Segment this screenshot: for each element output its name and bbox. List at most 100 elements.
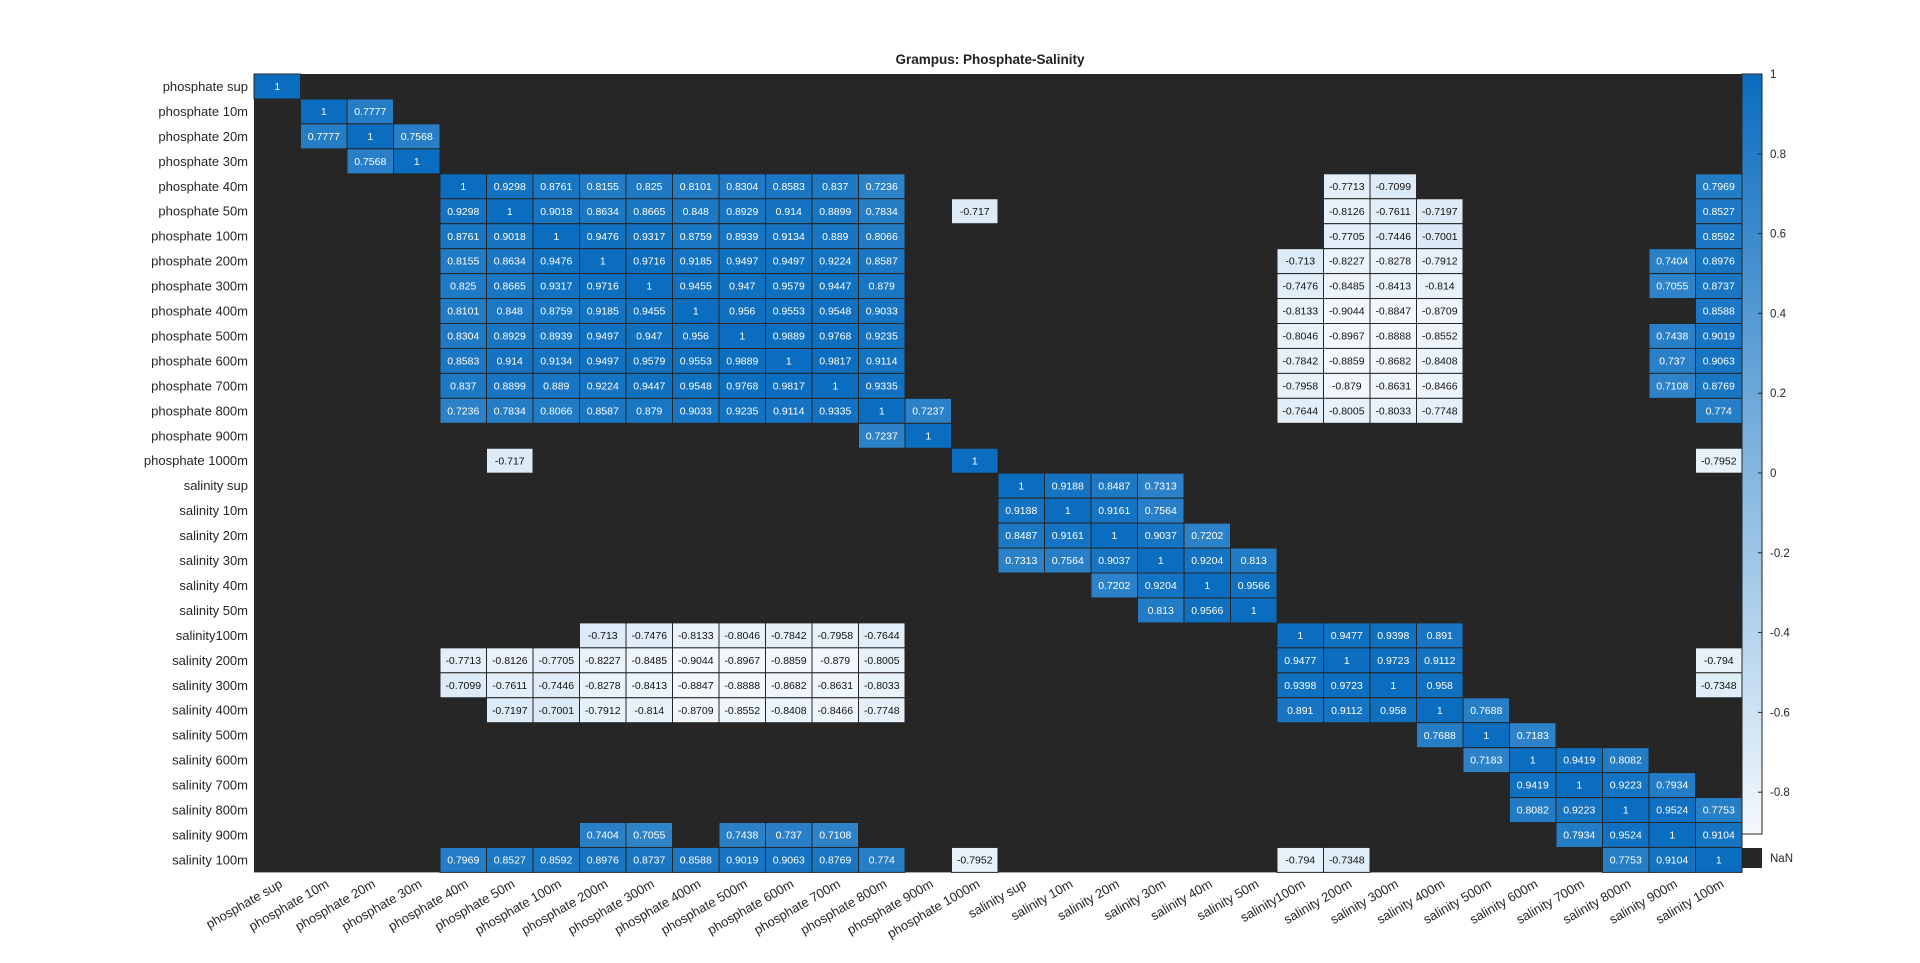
heatmap-cell-label: 0.9723 [1331, 680, 1363, 692]
colorbar-tick-label: 0.2 [1770, 388, 1786, 400]
heatmap-cell-label: -0.7713 [445, 655, 481, 667]
colorbar: 1 0.8 0.6 0.4 0.2 0 -0.2 -0.4 -0.6 -0.8 NaN [1741, 69, 1793, 868]
heatmap-cell-label: 1 [1344, 655, 1350, 667]
heatmap-cell: 0.9817 [765, 372, 813, 399]
heatmap-cell: 0.7777 [346, 98, 394, 125]
heatmap-cell-label: 0.7108 [819, 830, 851, 842]
heatmap-cell-label: 0.958 [1380, 705, 1406, 717]
heatmap-cell-fill [1462, 722, 1510, 749]
heatmap-cell-label: 0.7236 [866, 181, 898, 193]
heatmap-cell-label: 0.774 [1706, 405, 1732, 417]
heatmap-cell-label: 0.7108 [1656, 380, 1688, 392]
heatmap-cell-label: 0.9104 [1656, 855, 1688, 867]
heatmap-cell-label: -0.8967 [724, 655, 760, 667]
heatmap-cell: 0.9476 [579, 223, 627, 250]
heatmap-cell-label: 0.9223 [1610, 780, 1642, 792]
heatmap-cell: 0.8588 [1695, 298, 1743, 324]
heatmap-cell: 0.7202 [1183, 522, 1231, 549]
heatmap-cell: 0.9497 [579, 323, 627, 349]
heatmap-cell: 0.9447 [625, 372, 673, 399]
heatmap-cell-label: 0.8487 [1005, 530, 1037, 542]
heatmap-cell-label: -0.8046 [1282, 331, 1318, 343]
heatmap-cell-label: 0.7055 [1656, 281, 1688, 293]
heatmap-cell-label: -0.8126 [1329, 206, 1365, 218]
heatmap-cell-fill [765, 397, 813, 424]
heatmap-cell: 0.8737 [1695, 273, 1743, 300]
heatmap-cell-label: -0.7952 [1701, 455, 1737, 467]
heatmap-cell: 1 [253, 73, 301, 100]
heatmap-cell-label: 0.9524 [1610, 830, 1642, 842]
heatmap-cell: 0.958 [1416, 672, 1464, 699]
heatmap-cell: 0.9447 [811, 273, 859, 300]
heatmap-cell-fill [1183, 597, 1231, 624]
heatmap-cell: 0.9161 [1044, 522, 1092, 549]
heatmap-cell: -0.7099 [439, 672, 487, 699]
heatmap-cell-label: -0.717 [960, 206, 990, 218]
heatmap-cell-fill [858, 198, 906, 225]
heatmap-cell-label: -0.713 [1285, 256, 1315, 268]
heatmap-cell: -0.8005 [1323, 397, 1371, 424]
heatmap-cell-fill [951, 447, 999, 474]
heatmap-cell: -0.7644 [858, 622, 906, 649]
row-label: phosphate 20m [158, 129, 248, 144]
row-label: salinity 600m [172, 753, 248, 768]
heatmap-cell: -0.879 [811, 647, 859, 674]
heatmap-cell: -0.7611 [1369, 198, 1417, 225]
heatmap-cell: 0.8304 [439, 323, 487, 349]
heatmap-cell: 0.947 [718, 273, 766, 300]
heatmap-cell-label: -0.9044 [678, 655, 714, 667]
heatmap-cell-fill [672, 622, 720, 649]
heatmap-cell-label: 0.737 [1659, 356, 1685, 368]
heatmap-cell: 0.9185 [672, 248, 720, 275]
heatmap-cell: 0.9553 [765, 298, 813, 324]
heatmap-cell-fill [1276, 298, 1324, 324]
heatmap-cell: 0.7438 [718, 822, 766, 848]
heatmap-cell-label: 0.9033 [680, 405, 712, 417]
heatmap-cell-label: 0.9134 [773, 231, 805, 243]
heatmap-cell: 0.8155 [579, 173, 627, 200]
heatmap-cell: 1 [300, 98, 348, 125]
heatmap-cell: -0.8227 [1323, 248, 1371, 275]
row-labels: phosphate sup phosphate 10m phosphate 20m p… [144, 79, 248, 867]
heatmap-cell: 0.958 [1369, 697, 1417, 724]
heatmap-cell-fill [346, 123, 394, 150]
heatmap-cell-label: -0.7099 [445, 680, 481, 692]
heatmap-cell-fill [439, 223, 487, 250]
heatmap-cell: 0.7753 [1695, 797, 1743, 823]
heatmap-cell-label: 0.9477 [1331, 630, 1363, 642]
heatmap-cell: 0.8899 [811, 198, 859, 225]
heatmap-cell-fill [579, 298, 627, 324]
heatmap-cell-label: 1 [1158, 555, 1164, 567]
row-label: phosphate sup [163, 79, 248, 94]
heatmap-cell-label: 0.889 [543, 380, 569, 392]
heatmap-cell: 0.914 [765, 198, 813, 225]
heatmap-cell-fill [858, 223, 906, 250]
heatmap-cell-fill [439, 647, 487, 674]
heatmap-cell: 0.7834 [486, 397, 534, 424]
heatmap-cell: 0.7108 [1648, 372, 1696, 399]
heatmap-cell-fill [1695, 347, 1743, 374]
heatmap-cell: 0.8487 [1090, 472, 1138, 499]
row-label: salinity 800m [172, 803, 248, 818]
heatmap-cell-label: 0.8587 [587, 405, 619, 417]
heatmap-cell: 1 [1183, 572, 1231, 599]
heatmap-cell-label: -0.717 [495, 455, 525, 467]
heatmap-cell-label: 0.9579 [633, 356, 665, 368]
heatmap-cell-label: 0.8634 [494, 256, 526, 268]
heatmap-cell: 0.7568 [346, 148, 394, 175]
heatmap-cell-label: 0.9114 [773, 405, 804, 417]
heatmap-cell-fill [1230, 597, 1278, 624]
heatmap-cell: 0.9317 [532, 273, 580, 300]
row-label: salinity 200m [172, 653, 248, 668]
heatmap-cell: -0.7912 [1416, 248, 1464, 275]
heatmap-cell-fill [672, 248, 720, 275]
heatmap-cell: 0.8101 [439, 298, 487, 324]
heatmap-cell: 0.9419 [1509, 772, 1557, 799]
heatmap-cell-label: 0.8737 [633, 855, 665, 867]
heatmap-cell-label: 0.9161 [1098, 505, 1130, 517]
colorbar-tick-label: -0.6 [1770, 707, 1790, 719]
heatmap-cell-label: 0.9553 [680, 356, 712, 368]
heatmap-cell: 1 [1462, 722, 1510, 749]
heatmap-cell: -0.8033 [1369, 397, 1417, 424]
heatmap-cell-label: 0.8665 [494, 281, 526, 293]
